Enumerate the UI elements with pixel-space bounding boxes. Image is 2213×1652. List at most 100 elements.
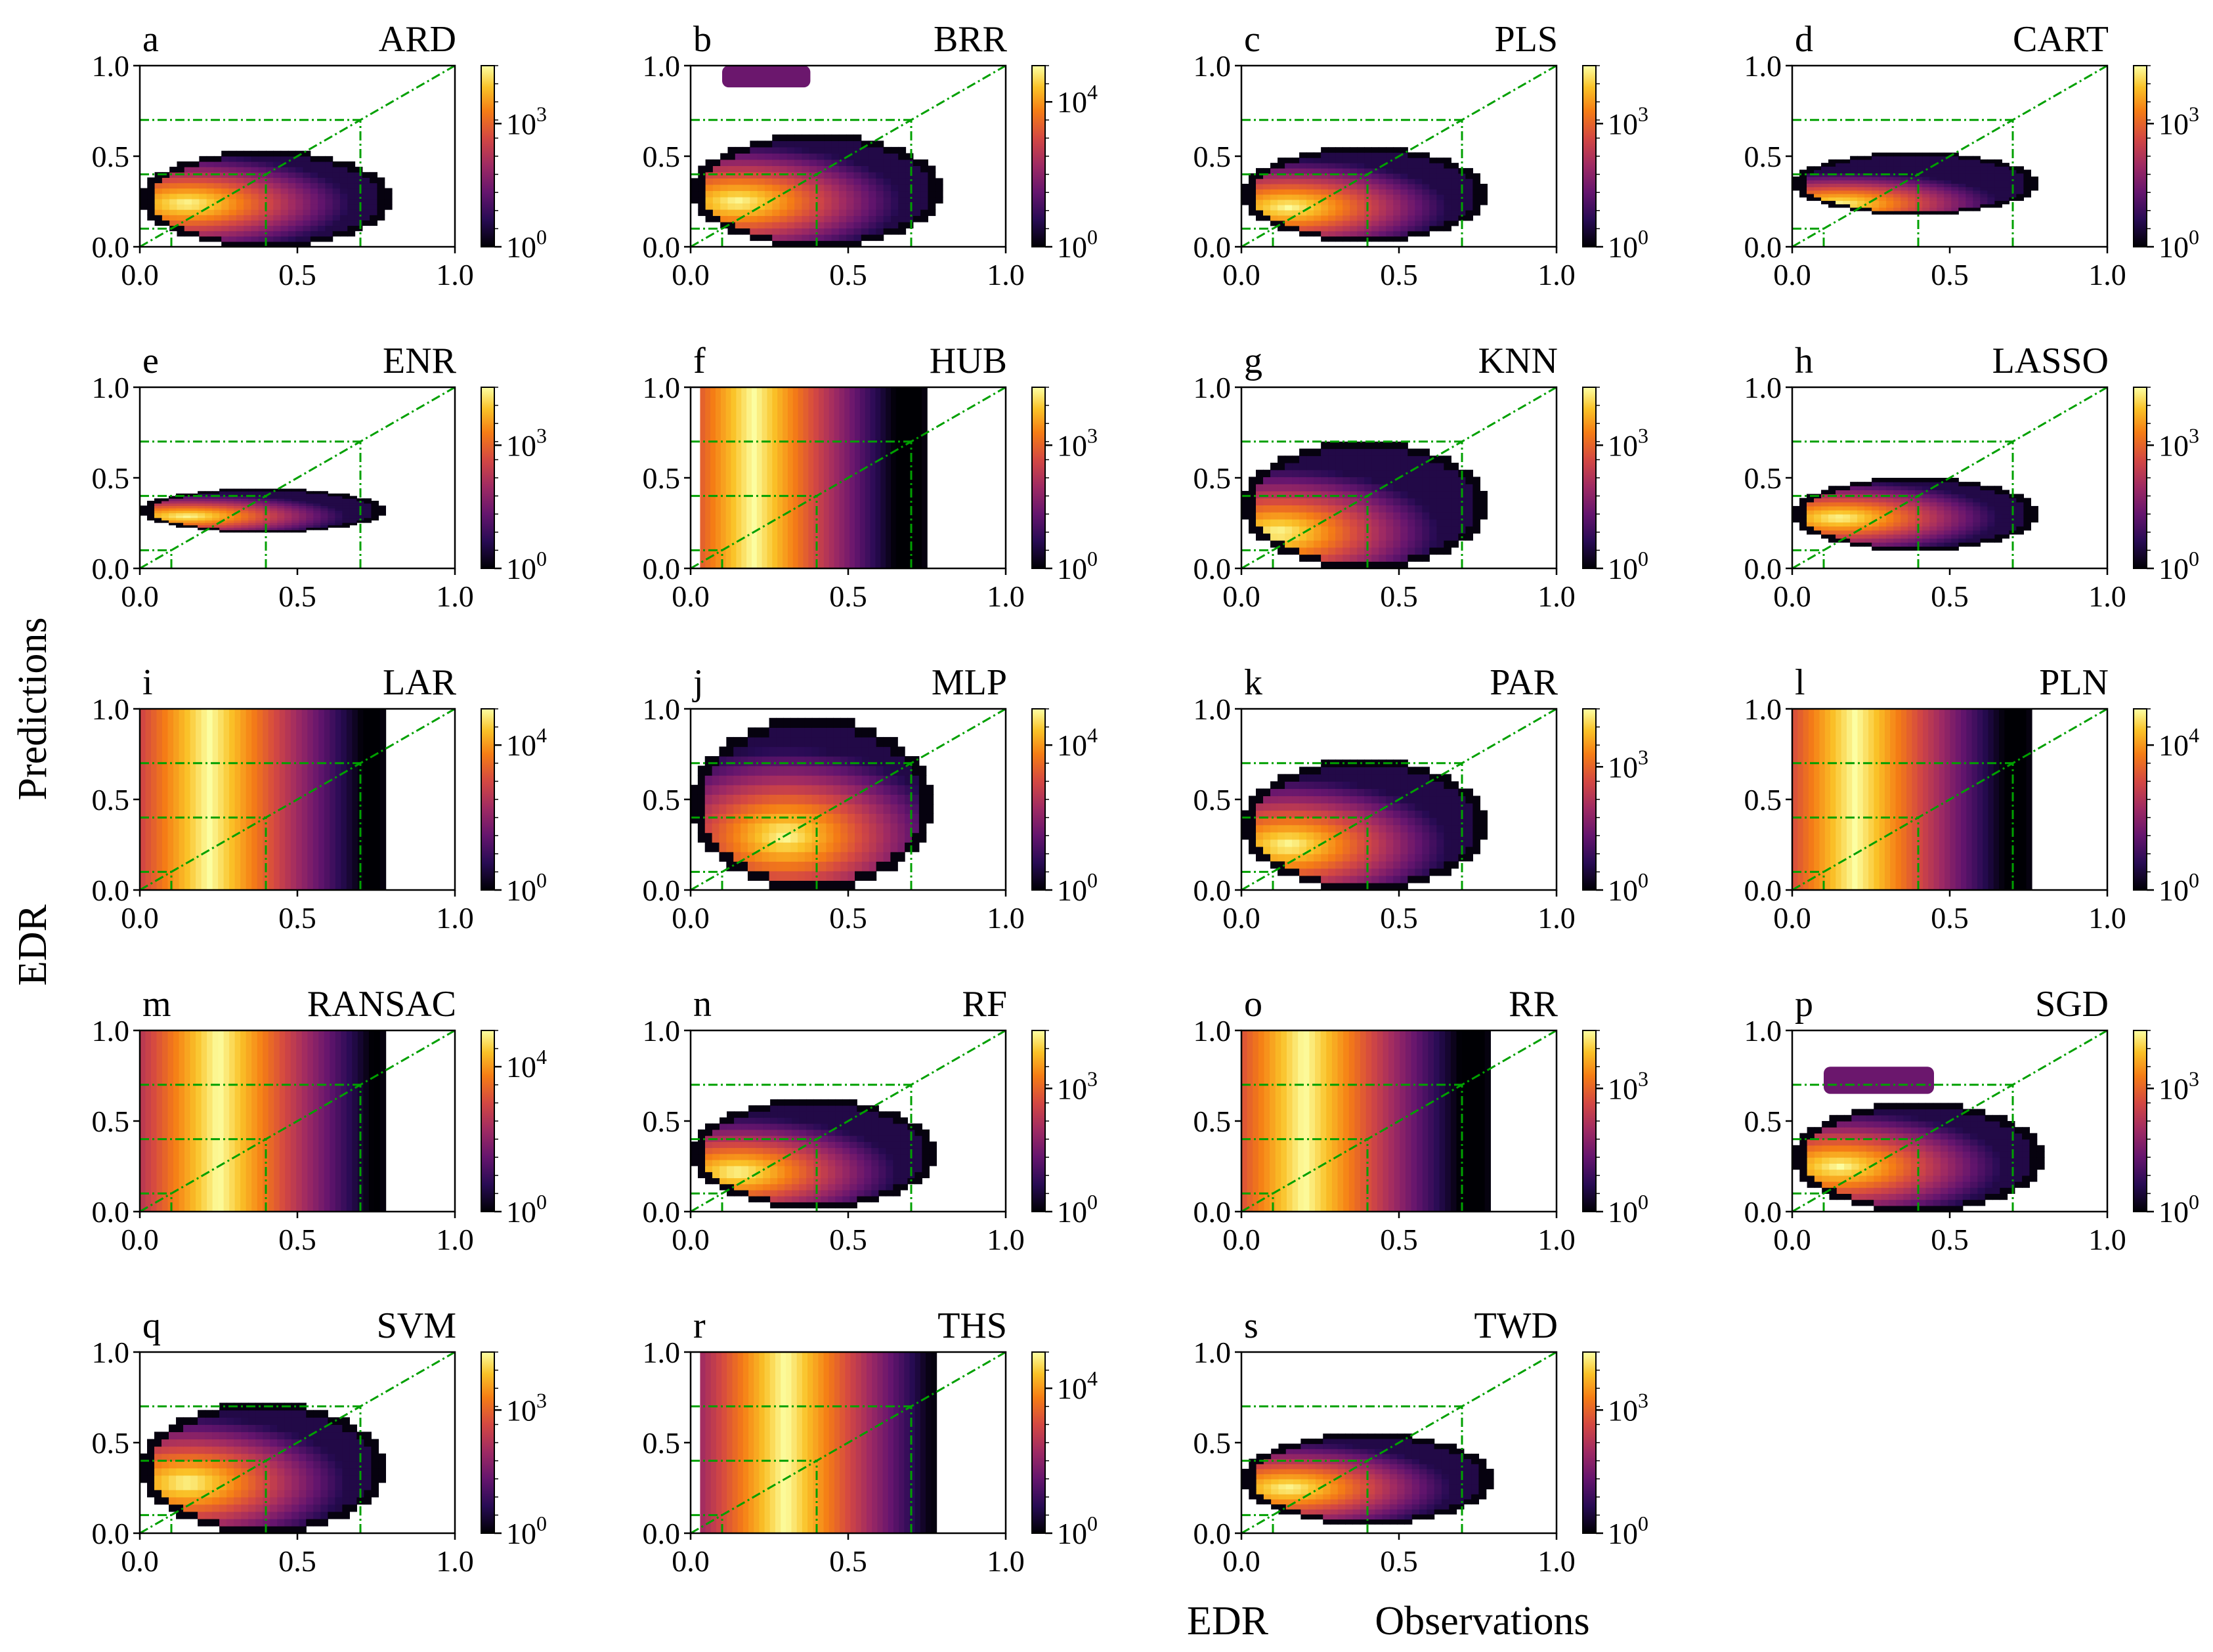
density-cell [1937, 538, 1944, 543]
density-cell [161, 220, 170, 226]
density-cell [1966, 159, 1973, 163]
density-cell [819, 880, 827, 890]
density-cell [1929, 518, 1937, 523]
density-cell [1987, 163, 1995, 167]
density-cell [846, 140, 855, 148]
density-cell [1364, 817, 1372, 826]
density-cell [1937, 518, 1944, 523]
density-cell [1850, 190, 1858, 194]
density-cell [1379, 759, 1386, 767]
density-cell [1451, 860, 1459, 869]
density-cell [1857, 490, 1865, 495]
density-cell [2009, 498, 2017, 503]
density-cell [313, 493, 321, 497]
density-column [2021, 709, 2027, 890]
density-cell [1343, 236, 1350, 242]
density-cell [325, 177, 333, 184]
colorbar-label: 103 [506, 102, 547, 140]
density-cell [817, 184, 825, 192]
density-cell [332, 198, 341, 205]
density-cell [1472, 498, 1480, 505]
density-cell [757, 196, 765, 204]
density-cell [303, 209, 311, 215]
density-cell [226, 530, 234, 533]
density-cell [1400, 188, 1408, 195]
density-cell [1335, 810, 1343, 818]
density-cell [1328, 158, 1336, 163]
density-cell [772, 215, 781, 222]
density-cell [1901, 176, 1908, 180]
panel-letter: l [1795, 662, 1805, 703]
density-cell [1908, 207, 1916, 211]
density-cell [1328, 540, 1336, 548]
density-cell [819, 842, 827, 853]
density-cell [861, 171, 869, 179]
density-cell [154, 498, 162, 501]
density-cell [1328, 204, 1336, 211]
density-cell [1951, 176, 1959, 180]
density-cell [1987, 180, 1995, 184]
panel-model-name: PAR [1490, 662, 1558, 703]
density-cell [750, 178, 758, 185]
density-cell [747, 823, 756, 834]
density-cell [284, 522, 292, 526]
density-cell [838, 221, 847, 229]
density-cell [1270, 188, 1278, 195]
density-cell [1429, 512, 1437, 520]
density-cell [364, 510, 372, 513]
density-cell [1987, 505, 1995, 511]
density-cell [809, 146, 817, 154]
density-cell [1343, 455, 1350, 463]
density-cell [154, 500, 162, 504]
density-cell [831, 240, 840, 247]
density-cell [1422, 194, 1430, 200]
density-cell [1328, 477, 1336, 484]
density-cell [280, 203, 289, 210]
colorbar-label: 100 [1608, 547, 1648, 585]
colorbar-label: 100 [1608, 225, 1648, 264]
density-cell [1292, 781, 1300, 790]
density-cell [833, 803, 841, 815]
density-cell [918, 813, 927, 824]
density-cell [219, 500, 227, 504]
density-cell [1263, 512, 1271, 520]
density-cell [310, 156, 318, 162]
density-cell [1306, 199, 1314, 205]
density-cell [318, 156, 326, 162]
density-cell [1929, 180, 1937, 184]
density-cell [1451, 526, 1459, 534]
density-cell [169, 167, 178, 173]
density-cell [154, 209, 163, 215]
one-to-one-line [1792, 386, 2108, 570]
density-cell [1407, 163, 1415, 169]
density-cell [1400, 810, 1408, 818]
density-cell [1814, 510, 1822, 515]
density-cell [876, 823, 884, 834]
density-cell [219, 522, 227, 526]
density-cell [313, 503, 321, 506]
density-cell [1973, 180, 1981, 184]
density-cell [1343, 788, 1350, 797]
density-cell [855, 727, 863, 738]
density-cell [1350, 152, 1358, 158]
density-cell [1915, 514, 1923, 519]
density-cell [1386, 853, 1394, 862]
density-cell [248, 527, 256, 530]
density-cell [1357, 184, 1365, 190]
density-cell [1371, 220, 1379, 226]
density-cell [1864, 486, 1872, 490]
density-cell [1480, 498, 1488, 505]
density-cell [277, 500, 285, 504]
density-cell [853, 146, 862, 154]
density-cell [1350, 774, 1358, 782]
density-cell [1893, 169, 1901, 174]
density-cell [869, 803, 877, 815]
density-cell [1249, 803, 1257, 811]
density-cell [1285, 204, 1293, 211]
density-cell [783, 861, 791, 872]
density-cell [291, 520, 299, 523]
density-cell [747, 832, 756, 843]
density-cell [288, 236, 296, 242]
density-cell [1328, 875, 1336, 883]
density-cell [1314, 860, 1321, 869]
